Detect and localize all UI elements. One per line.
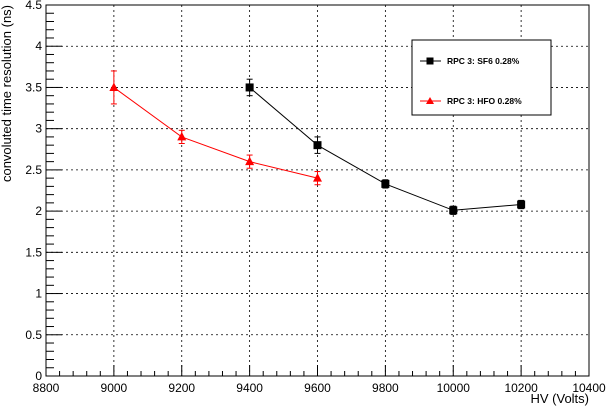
series-line xyxy=(113,87,318,179)
legend-marker-sf6 xyxy=(426,57,434,65)
data-point-square xyxy=(449,206,458,215)
data-point-square xyxy=(517,200,526,209)
x-axis-title: HV (Volts) xyxy=(530,391,589,406)
x-tick-label: 9600 xyxy=(304,381,331,395)
data-point-triangle xyxy=(313,173,322,182)
data-point-square xyxy=(313,141,322,150)
x-tick-label: 9200 xyxy=(168,381,195,395)
legend-marker-hfo xyxy=(426,97,434,104)
y-axis: 0 0.5 1 1.5 2 2.5 3 3.5 4 4.5 xyxy=(25,0,62,383)
y-tick-label: 4.5 xyxy=(25,0,42,12)
series-layer xyxy=(109,70,526,215)
x-tick-label: 9000 xyxy=(101,381,128,395)
y-axis-title: convoluted time resolution (ns) xyxy=(0,5,14,182)
data-point-square xyxy=(381,179,390,188)
x-tick-label: 8800 xyxy=(33,381,60,395)
legend-label-sf6: RPC 3: SF6 0.28% xyxy=(447,56,520,66)
x-tick-label: 9400 xyxy=(236,381,263,395)
y-tick-label: 1.5 xyxy=(25,245,42,259)
y-tick-label: 4 xyxy=(35,39,42,53)
legend-label-hfo: RPC 3: HFO 0.28% xyxy=(447,96,522,106)
data-point-triangle xyxy=(245,156,255,166)
y-tick-label: 2.5 xyxy=(25,163,42,177)
x-tick-label: 10400 xyxy=(572,381,606,395)
y-tick-label: 1 xyxy=(35,287,42,301)
grid-lines xyxy=(46,5,589,376)
y-tick-label: 2 xyxy=(35,204,42,218)
data-point-square xyxy=(245,83,254,92)
y-tick-label: 0 xyxy=(35,369,42,383)
data-point-triangle xyxy=(109,82,119,91)
legend: RPC 3: SF6 0.28% RPC 3: HFO 0.28% xyxy=(411,39,552,116)
data-point-triangle xyxy=(177,131,187,141)
x-tick-label: 10200 xyxy=(504,381,538,395)
y-tick-label: 0.5 xyxy=(25,328,42,342)
y-tick-label: 3.5 xyxy=(25,80,42,94)
x-tick-label: 10000 xyxy=(437,381,471,395)
x-axis: 8800 9000 9200 9400 9600 9800 10000 10200 10400 xyxy=(33,365,606,395)
x-tick-label: 9800 xyxy=(372,381,399,395)
legend-box xyxy=(411,39,552,116)
y-tick-label: 3 xyxy=(35,122,42,136)
